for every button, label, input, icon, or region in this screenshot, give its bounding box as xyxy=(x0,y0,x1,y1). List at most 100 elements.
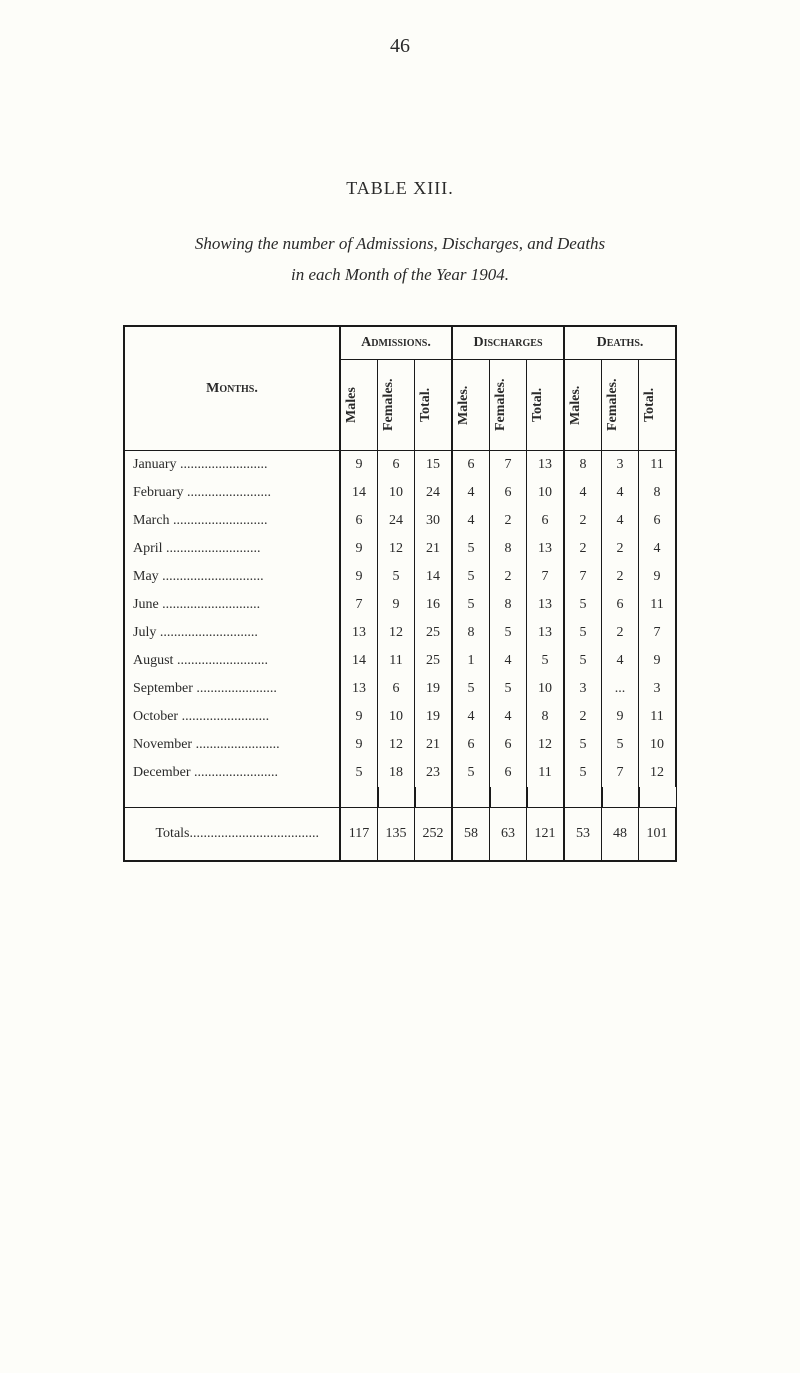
totals-x-m: 53 xyxy=(564,808,602,862)
data-cell: 13 xyxy=(527,451,565,480)
data-cell: 11 xyxy=(527,759,565,787)
data-cell: 3 xyxy=(564,675,602,703)
table-row: January .........................9615671… xyxy=(124,451,676,480)
data-cell: 4 xyxy=(639,535,677,563)
data-cell: 8 xyxy=(639,479,677,507)
page: 46 TABLE XIII. Showing the number of Adm… xyxy=(0,0,800,1373)
data-cell: 10 xyxy=(639,731,677,759)
data-cell: 5 xyxy=(564,619,602,647)
data-cell: 25 xyxy=(415,647,453,675)
admissions-header: Admissions. xyxy=(340,326,452,360)
data-cell: 2 xyxy=(490,507,527,535)
deaths-header: Deaths. xyxy=(564,326,676,360)
table-row: March ...........................6243042… xyxy=(124,507,676,535)
data-cell: 6 xyxy=(378,451,415,480)
data-cell: 4 xyxy=(452,479,490,507)
data-cell: 14 xyxy=(415,563,453,591)
data-cell: 9 xyxy=(340,563,378,591)
data-cell: 19 xyxy=(415,675,453,703)
data-cell: 6 xyxy=(452,451,490,480)
data-cell: 8 xyxy=(490,535,527,563)
data-cell: 11 xyxy=(378,647,415,675)
data-cell: 2 xyxy=(602,563,639,591)
data-cell: 5 xyxy=(602,731,639,759)
data-cell: 16 xyxy=(415,591,453,619)
totals-d-t: 121 xyxy=(527,808,565,862)
col-females-d: Females. xyxy=(490,360,527,451)
data-cell: 9 xyxy=(340,451,378,480)
data-cell: 9 xyxy=(340,535,378,563)
data-cell: 7 xyxy=(602,759,639,787)
data-cell: 2 xyxy=(564,703,602,731)
page-number: 46 xyxy=(60,35,740,58)
data-cell: 7 xyxy=(639,619,677,647)
data-cell: 13 xyxy=(527,535,565,563)
col-females-a: Females. xyxy=(378,360,415,451)
data-cell: 2 xyxy=(602,535,639,563)
data-cell: 9 xyxy=(639,647,677,675)
data-cell: 6 xyxy=(490,759,527,787)
month-cell: June ............................ xyxy=(124,591,340,619)
table-row: August ..........................1411251… xyxy=(124,647,676,675)
data-cell: 21 xyxy=(415,731,453,759)
data-cell: 6 xyxy=(490,479,527,507)
month-cell: March ........................... xyxy=(124,507,340,535)
data-cell: 4 xyxy=(602,647,639,675)
data-cell: 2 xyxy=(490,563,527,591)
data-cell: 5 xyxy=(452,675,490,703)
data-cell: 11 xyxy=(639,451,677,480)
totals-x-t: 101 xyxy=(639,808,677,862)
data-cell: 7 xyxy=(490,451,527,480)
data-cell: 9 xyxy=(602,703,639,731)
data-cell: 6 xyxy=(602,591,639,619)
table-row: June ............................7916581… xyxy=(124,591,676,619)
data-cell: 5 xyxy=(452,591,490,619)
data-cell: 5 xyxy=(527,647,565,675)
month-cell: August .......................... xyxy=(124,647,340,675)
totals-d-f: 63 xyxy=(490,808,527,862)
data-cell: 21 xyxy=(415,535,453,563)
caption-line-2: in each Month of the Year 1904. xyxy=(291,265,509,284)
data-cell: 5 xyxy=(564,759,602,787)
data-cell: 5 xyxy=(452,759,490,787)
data-cell: 10 xyxy=(378,703,415,731)
data-cell: 4 xyxy=(490,647,527,675)
col-females-x: Females. xyxy=(602,360,639,451)
data-cell: 30 xyxy=(415,507,453,535)
month-cell: April ........................... xyxy=(124,535,340,563)
data-cell: 18 xyxy=(378,759,415,787)
totals-a-t: 252 xyxy=(415,808,453,862)
data-cell: 6 xyxy=(452,731,490,759)
totals-x-f: 48 xyxy=(602,808,639,862)
table-row: May .............................9514527… xyxy=(124,563,676,591)
data-cell: 4 xyxy=(602,479,639,507)
data-cell: 12 xyxy=(378,535,415,563)
month-cell: July ............................ xyxy=(124,619,340,647)
col-males-x: Males. xyxy=(564,360,602,451)
table-row: December ........................5182356… xyxy=(124,759,676,787)
col-total-a: Total. xyxy=(415,360,453,451)
data-cell: 6 xyxy=(378,675,415,703)
data-cell: 1 xyxy=(452,647,490,675)
data-cell: 25 xyxy=(415,619,453,647)
data-cell: ... xyxy=(602,675,639,703)
data-cell: 10 xyxy=(527,479,565,507)
data-cell: 4 xyxy=(564,479,602,507)
data-cell: 11 xyxy=(639,591,677,619)
data-cell: 23 xyxy=(415,759,453,787)
data-cell: 5 xyxy=(452,563,490,591)
data-cell: 5 xyxy=(490,619,527,647)
data-cell: 5 xyxy=(564,591,602,619)
month-cell: September ....................... xyxy=(124,675,340,703)
data-cell: 4 xyxy=(452,703,490,731)
data-cell: 11 xyxy=(639,703,677,731)
totals-a-m: 117 xyxy=(340,808,378,862)
data-cell: 13 xyxy=(340,619,378,647)
data-cell: 19 xyxy=(415,703,453,731)
month-cell: November ........................ xyxy=(124,731,340,759)
table-row: July ............................1312258… xyxy=(124,619,676,647)
totals-d-m: 58 xyxy=(452,808,490,862)
data-cell: 2 xyxy=(564,507,602,535)
month-cell: February ........................ xyxy=(124,479,340,507)
month-cell: January ......................... xyxy=(124,451,340,480)
